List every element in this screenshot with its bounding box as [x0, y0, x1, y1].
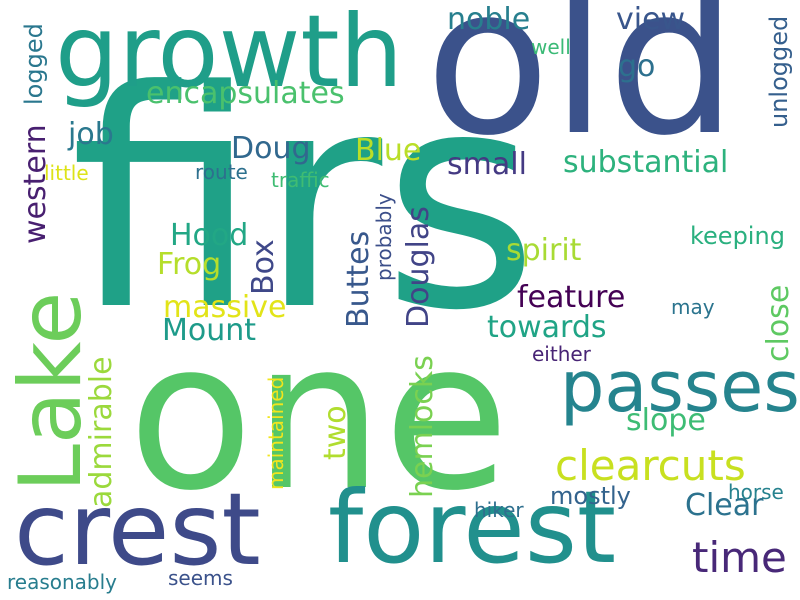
word-noble: noble	[447, 2, 531, 37]
word-crest: crest	[14, 471, 261, 588]
word-hemlocks: hemlocks	[405, 355, 440, 498]
word-two: two	[318, 405, 353, 460]
word-job: job	[68, 117, 114, 152]
word-douglas: Douglas	[401, 206, 436, 328]
word-little: little	[44, 161, 89, 185]
word-either: either	[532, 342, 591, 366]
word-towards: towards	[487, 310, 607, 345]
word-old: old	[425, 0, 738, 181]
word-admirable: admirable	[84, 356, 119, 508]
word-firs: firs	[70, 27, 539, 376]
word-keeping: keeping	[690, 222, 785, 250]
word-box: Box	[246, 239, 281, 295]
word-clear: Clear	[685, 488, 764, 523]
word-may: may	[671, 295, 715, 319]
word-mount: Mount	[162, 313, 257, 348]
word-maintained: maintained	[264, 376, 288, 490]
word-doug: Doug	[231, 131, 311, 166]
word-seems: seems	[168, 566, 233, 590]
word-clearcuts: clearcuts	[555, 441, 746, 490]
word-blue: Blue	[355, 133, 422, 168]
word-frog: Frog	[157, 247, 222, 282]
word-small: small	[447, 147, 527, 182]
word-route: route	[195, 160, 248, 184]
word-hood: Hood	[170, 218, 249, 253]
word-substantial: substantial	[563, 145, 729, 180]
word-reasonably: reasonably	[7, 570, 118, 594]
word-massive: massive	[163, 290, 287, 325]
word-buttes: Buttes	[341, 230, 376, 328]
word-feature: feature	[517, 280, 626, 315]
word-hiker: hiker	[474, 498, 524, 522]
word-growth: growth	[55, 0, 403, 110]
word-go: go	[618, 49, 656, 84]
word-probably: probably	[372, 193, 396, 281]
word-spirit: spirit	[506, 233, 582, 268]
word-lake: Lake	[1, 291, 101, 492]
word-traffic: traffic	[271, 168, 330, 192]
word-horse: horse	[728, 480, 784, 504]
word-slope: slope	[626, 403, 706, 438]
word-time: time	[692, 533, 787, 582]
word-well: well	[531, 35, 571, 59]
word-forest: forest	[328, 469, 617, 586]
word-one: one	[128, 298, 510, 536]
word-logged: logged	[20, 23, 48, 105]
word-passes: passes	[560, 346, 800, 428]
word-mostly: mostly	[550, 482, 631, 510]
word-view: view	[616, 2, 686, 37]
word-encapsulates: encapsulates	[146, 76, 345, 111]
word-unlogged: unlogged	[765, 15, 793, 128]
word-close: close	[761, 284, 796, 362]
